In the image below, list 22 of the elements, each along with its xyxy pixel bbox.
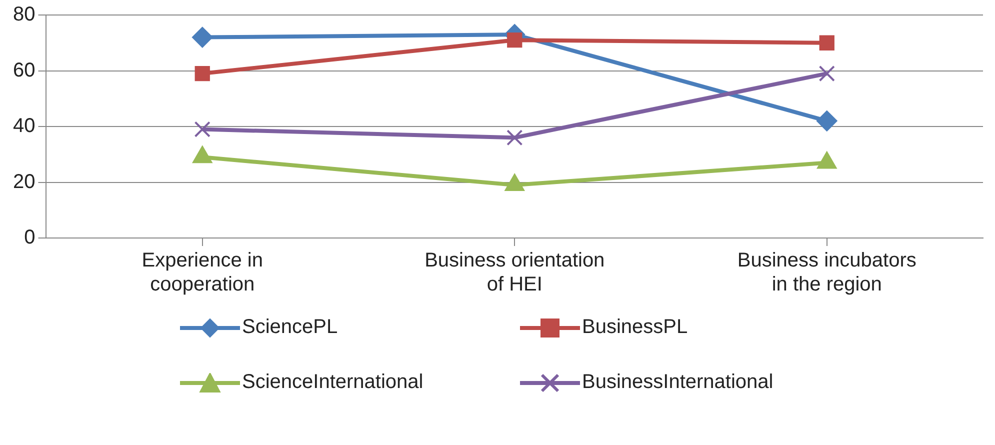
legend-label: BusinessInternational	[582, 371, 774, 394]
point	[194, 121, 210, 138]
x-tick-label: Experience in cooperation	[142, 250, 263, 296]
point	[816, 110, 838, 132]
legend-label: ScienceInternational	[242, 371, 424, 394]
point	[192, 26, 213, 48]
point	[504, 174, 525, 192]
y-tick-label: 20	[12, 170, 36, 193]
x-tick-label: Business incubators in the region	[737, 250, 916, 296]
point	[816, 151, 837, 169]
point	[192, 146, 212, 164]
y-tick-label: 80	[12, 4, 36, 26]
point	[507, 32, 522, 48]
point	[818, 65, 835, 82]
legend-label: BusinessPL	[582, 316, 688, 339]
y-tick-label: 0	[24, 226, 36, 249]
point	[194, 66, 210, 82]
legend-label: SciencePL	[242, 316, 338, 339]
y-tick-label: 60	[12, 59, 36, 82]
point	[819, 35, 834, 50]
x-tick-label: Business orientation of HEI	[424, 250, 605, 296]
y-tick-label: 40	[12, 115, 36, 138]
